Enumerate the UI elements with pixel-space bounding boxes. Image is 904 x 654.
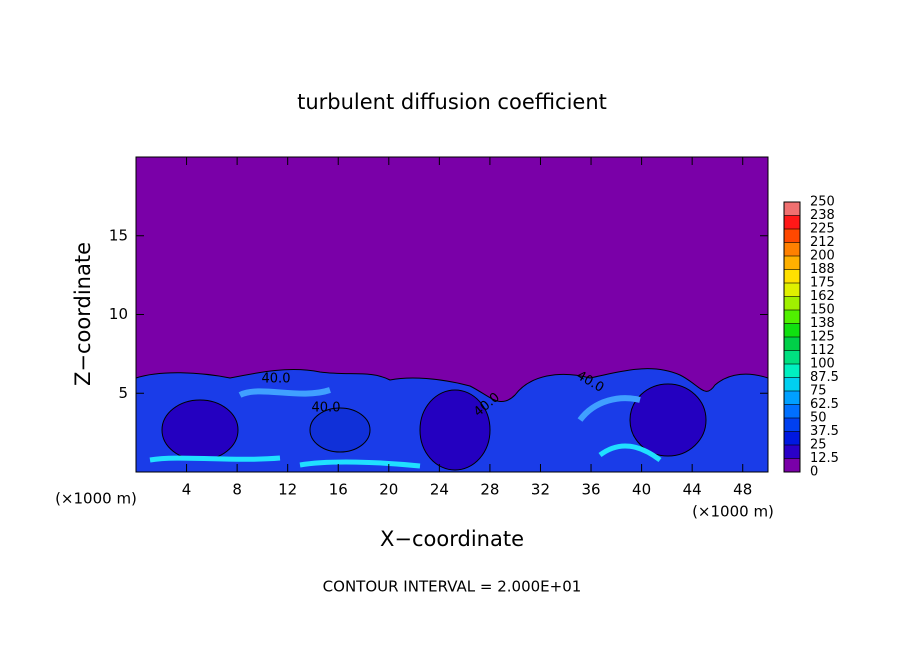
field: 40.0 40.0 40.0 40.0 [135,157,769,473]
x-tick-label: 24 [430,481,449,499]
contour-label: 40.0 [312,401,341,416]
chart-title: turbulent diffusion coefficient [297,90,607,114]
colorbar-label: 150 [810,303,835,318]
colorbar-label: 188 [810,262,835,277]
x-tick-label: 36 [581,481,600,499]
contour-label: 40.0 [262,372,291,387]
x-tick-label: 16 [329,481,348,499]
colorbar-swatch [784,391,800,405]
colorbar-label: 250 [810,195,835,210]
colorbar-swatch [784,323,800,337]
colorbar-swatch [784,364,800,378]
colorbar-swatch [784,404,800,418]
x-tick-label: 4 [182,481,192,499]
colorbar-swatch [784,242,800,256]
colorbar-label: 125 [810,330,835,345]
x-tick-label: 32 [531,481,550,499]
x-tick-label: 12 [278,481,297,499]
colorbar-label: 212 [810,235,835,250]
streak [149,443,662,469]
colorbar-label: 225 [810,222,835,237]
colorbar-swatch [784,202,800,216]
colorbar-swatch [784,337,800,351]
colorbar-label: 25 [810,438,827,453]
colorbar-swatch [784,445,800,459]
colorbar-label: 12.5 [810,451,839,466]
x-tick-label: 20 [379,481,398,499]
eddy [629,383,707,457]
colorbar-label: 175 [810,276,835,291]
colorbar-swatch [784,215,800,229]
colorbar-swatch [784,377,800,391]
streak [238,387,641,422]
colorbar-label: 200 [810,249,835,264]
colorbar-label: 0 [810,465,818,480]
x-tick-label: 28 [480,481,499,499]
eddy [309,407,371,453]
colorbar-label: 87.5 [810,370,839,385]
colorbar-label: 238 [810,208,835,223]
x-unit: (×1000 m) [692,503,774,521]
y-axis-label: Z−coordinate [71,242,95,386]
eddy [161,399,239,461]
colorbar-swatch [784,458,800,472]
footer: CONTOUR INTERVAL = 2.000E+01 [323,578,582,596]
colorbar-label: 138 [810,316,835,331]
x-tick-label: 8 [232,481,242,499]
y-tick-label: 10 [109,305,128,323]
colorbar-swatch [784,256,800,270]
colorbar-label: 112 [810,343,835,358]
colorbar-swatch [784,350,800,364]
eddy [419,389,491,471]
colorbar-frame [783,201,801,473]
colorbar-swatch [784,283,800,297]
y-tick-label: 5 [118,384,128,402]
colorbar-swatch [784,431,800,445]
colorbar-swatch [784,418,800,432]
x-unit: (×1000 m) [55,490,137,508]
x-tick-label: 40 [632,481,651,499]
colorbar-swatch [784,269,800,283]
y-tick-label: 15 [109,226,128,244]
colorbar-label: 162 [810,289,835,304]
colorbar-label: 37.5 [810,424,839,439]
x-tick-label: 44 [683,481,702,499]
colorbar-label: 100 [810,357,835,372]
colorbar-swatch [784,296,800,310]
colorbar-label: 62.5 [810,397,839,412]
colorbar-swatch [784,310,800,324]
colorbar-label: 50 [810,411,827,426]
colorbar-label: 75 [810,384,827,399]
x-tick-label: 48 [733,481,752,499]
colorbar-swatch [784,229,800,243]
x-axis-label: X−coordinate [380,527,524,551]
